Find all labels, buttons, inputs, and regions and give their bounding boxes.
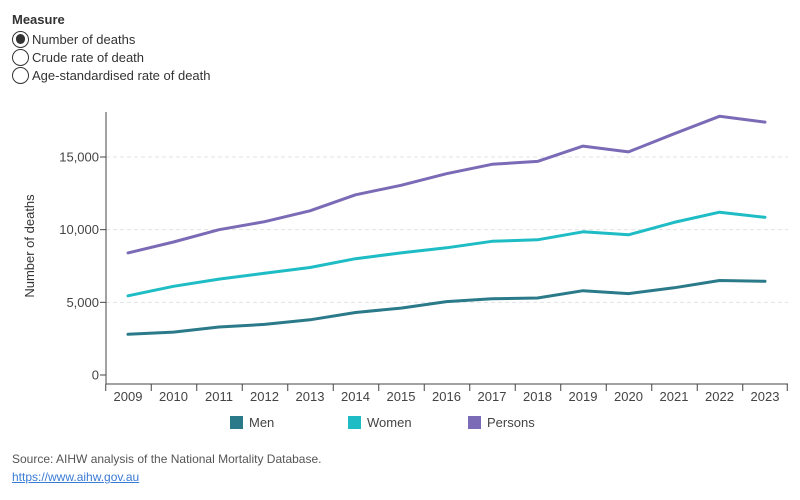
x-tick-label: 2023 [751, 389, 780, 404]
x-tick-label: 2016 [432, 389, 461, 404]
measure-title: Measure [12, 12, 65, 27]
radio-selected-icon[interactable] [12, 30, 29, 48]
source-link[interactable]: https://www.aihw.gov.au [12, 470, 140, 484]
x-tick-label: 2014 [341, 389, 370, 404]
y-tick-label: 0 [92, 368, 99, 383]
legend-label: Women [367, 415, 412, 430]
y-tick-label: 15,000 [59, 150, 99, 165]
legend-swatch [230, 416, 243, 429]
legend-swatch [468, 416, 481, 429]
y-axis-label: Number of deaths [22, 194, 37, 298]
series-line-women [126, 210, 767, 298]
radio-unselected-icon[interactable] [12, 66, 29, 84]
x-tick-label: 2021 [660, 389, 689, 404]
measure-filter: Measure Number of deaths Crude rate of d… [12, 12, 211, 84]
x-tick-label: 2017 [478, 389, 507, 404]
x-tick-label: 2011 [205, 389, 233, 404]
legend-label: Persons [487, 415, 535, 430]
x-tick-label: 2013 [296, 389, 325, 404]
x-tick-label: 2010 [159, 389, 188, 404]
x-tick-label: 2012 [250, 389, 279, 404]
measure-option-age-standardised-rate[interactable]: Age-standardised rate of death [12, 66, 211, 84]
legend-label: Men [249, 415, 274, 430]
x-tick-label: 2020 [614, 389, 643, 404]
x-tick-label: 2019 [569, 389, 598, 404]
x-tick-label: 2009 [114, 389, 143, 404]
y-tick-label: 10,000 [59, 222, 99, 237]
measure-option-label: Number of deaths [32, 31, 136, 47]
source-note: Source: AIHW analysis of the National Mo… [12, 452, 322, 466]
series-line-persons [126, 114, 767, 255]
measure-option-number-of-deaths[interactable]: Number of deaths [12, 30, 211, 48]
x-tick-label: 2015 [387, 389, 416, 404]
measure-option-label: Crude rate of death [32, 49, 145, 65]
radio-unselected-icon[interactable] [12, 48, 29, 66]
legend-swatch [348, 416, 361, 429]
x-tick-label: 2022 [705, 389, 734, 404]
series-line-men [126, 279, 767, 336]
measure-option-label: Age-standardised rate of death [32, 67, 211, 83]
x-tick-label: 2018 [523, 389, 552, 404]
y-tick-label: 5,000 [66, 295, 99, 310]
measure-option-crude-rate[interactable]: Crude rate of death [12, 48, 211, 66]
